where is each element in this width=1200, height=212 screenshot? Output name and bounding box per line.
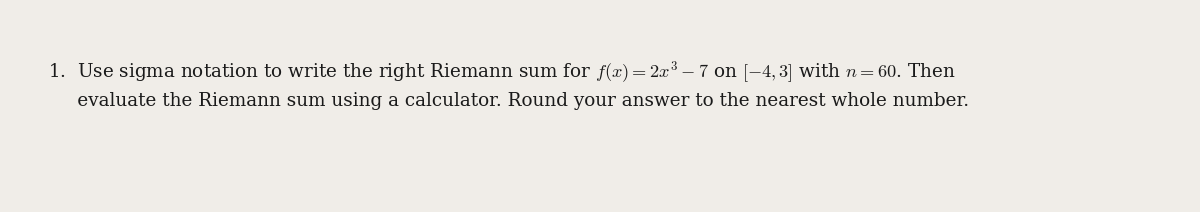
Text: 1.  Use sigma notation to write the right Riemann sum for $f(x) = 2x^3 - 7$ on $: 1. Use sigma notation to write the right… — [48, 59, 970, 110]
